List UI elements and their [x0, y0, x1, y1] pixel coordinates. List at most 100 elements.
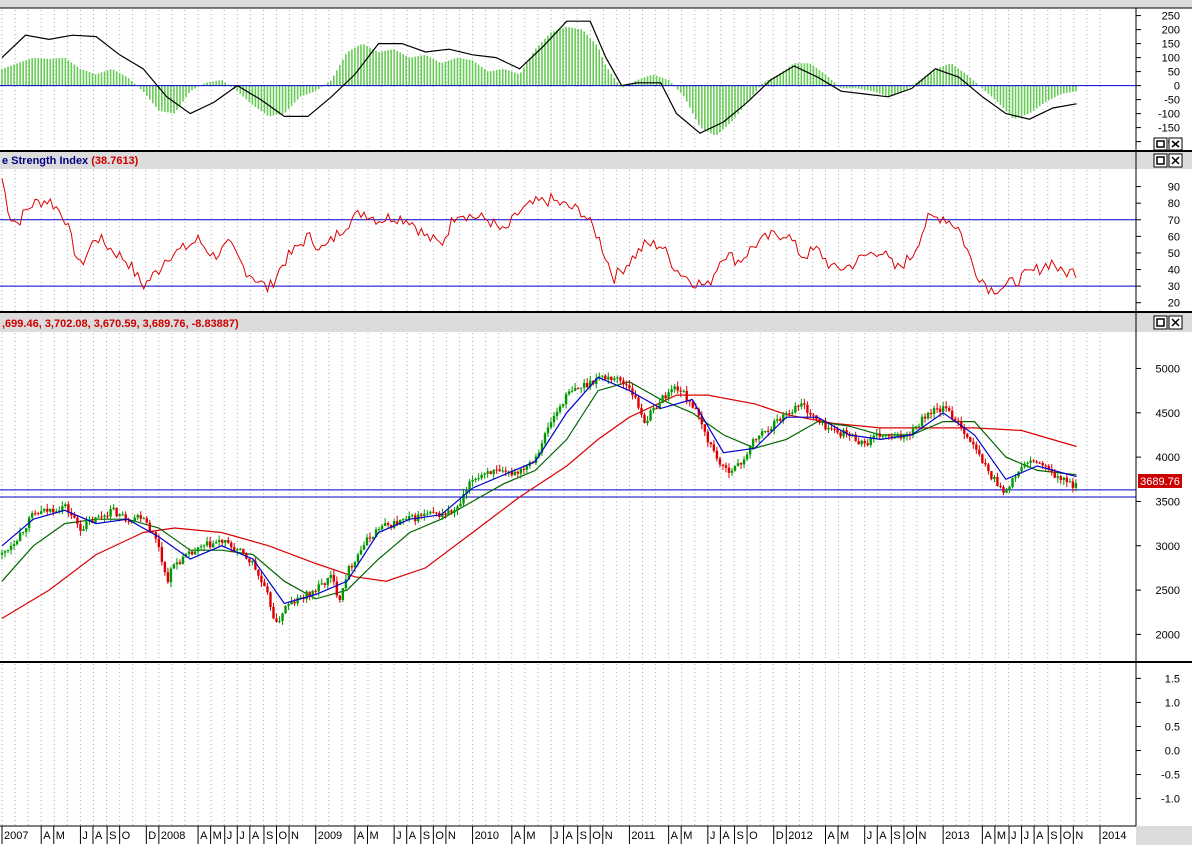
y-tick-label: 250: [1162, 11, 1180, 23]
candle-body: [926, 412, 930, 419]
candle-body: [821, 421, 824, 423]
candle-body: [809, 412, 812, 415]
candle-body: [757, 435, 761, 440]
candle-body: [471, 479, 474, 482]
candle-body: [694, 407, 697, 410]
candle-body: [999, 485, 1002, 488]
candle-body: [290, 601, 293, 605]
x-tick-label: S: [1050, 830, 1057, 842]
candle-body: [619, 377, 622, 381]
price-title: ,699.46, 3,702.08, 3,670.59, 3,689.76, -…: [2, 318, 239, 330]
y-tick-label: 50: [1168, 248, 1180, 260]
rsi-close-button[interactable]: [1168, 153, 1183, 168]
price-restore-button[interactable]: [1153, 315, 1168, 330]
candle-body: [682, 390, 685, 392]
candle-body: [329, 574, 332, 578]
x-tick-label: N: [605, 830, 613, 842]
candle-body: [766, 430, 770, 432]
candle-body: [426, 513, 429, 515]
price-y-axis: 5000 4500 4000 3500 3000 2500 2000: [1136, 363, 1180, 641]
candle-body: [567, 391, 571, 395]
price-panel: ,699.46, 3,702.08, 3,670.59, 3,689.76, -…: [0, 313, 1192, 661]
candle-body: [963, 427, 966, 434]
candle-body: [724, 465, 728, 468]
candle-body: [652, 407, 655, 411]
candle-body: [450, 510, 453, 513]
candle-body: [429, 511, 432, 514]
candle-body: [773, 420, 776, 429]
macd-close-button[interactable]: [1168, 137, 1183, 151]
candle-body: [1047, 465, 1050, 470]
candle-body: [947, 408, 951, 411]
candle-body: [447, 510, 450, 516]
candle-body: [169, 568, 173, 583]
candle-body: [136, 515, 139, 518]
x-tick-label: 2013: [945, 830, 969, 842]
restore-icon: [1156, 140, 1165, 148]
candle-body: [377, 529, 381, 531]
candle-body: [818, 419, 821, 423]
candle-body: [233, 547, 236, 551]
y-tick-label: 1.5: [1165, 673, 1180, 685]
candle-body: [917, 426, 921, 428]
candle-body: [688, 400, 691, 402]
candle-body: [902, 436, 906, 439]
candle-body: [260, 575, 263, 583]
candle-body: [55, 511, 58, 513]
candle-body: [972, 441, 975, 445]
candle-body: [860, 440, 863, 445]
rsi-reference-lines: [0, 219, 1136, 287]
candle-body: [432, 511, 435, 513]
candle-body: [483, 473, 486, 475]
candle-body: [326, 577, 329, 585]
candle-body: [293, 601, 296, 604]
candle-body: [371, 536, 375, 539]
candle-body: [61, 506, 64, 511]
candle-body: [266, 586, 269, 593]
y-tick-label: 150: [1162, 39, 1180, 51]
candle-body: [938, 408, 942, 412]
y-tick-label: 80: [1168, 198, 1180, 210]
candle-body: [812, 414, 815, 416]
y-tick-label: -1.0: [1161, 794, 1180, 806]
candle-body: [589, 380, 592, 388]
candle-body: [239, 548, 242, 550]
x-tick-label: M: [526, 830, 535, 842]
macd-restore-button[interactable]: [1153, 137, 1168, 151]
x-tick-label: J: [1024, 830, 1030, 842]
candle-body: [453, 510, 456, 513]
candle-body: [175, 562, 179, 565]
y-tick-label: 4500: [1156, 408, 1180, 420]
candle-body: [480, 474, 483, 479]
candle-body: [0, 552, 4, 555]
candle-body: [420, 514, 423, 516]
candle-body: [380, 526, 384, 530]
x-tick-label: A: [43, 830, 51, 842]
candle-body: [311, 590, 314, 596]
candle-body: [477, 478, 480, 480]
ma-short-line: [1, 376, 1077, 605]
candle-body: [507, 471, 510, 473]
candle-body: [1059, 476, 1062, 480]
candle-body: [58, 510, 61, 512]
rsi-y-axis: 90 80 70 60 50 40 30 20: [1136, 182, 1180, 310]
candle-body: [398, 519, 402, 525]
x-tick-label: S: [266, 830, 273, 842]
candle-body: [960, 421, 963, 428]
candle-body: [70, 512, 73, 516]
restore-icon: [1156, 318, 1165, 327]
rsi-restore-button[interactable]: [1153, 153, 1168, 168]
price-close-button[interactable]: [1168, 315, 1183, 330]
candle-body: [709, 442, 713, 445]
candle-body: [558, 406, 562, 412]
x-tick-label: J: [396, 830, 402, 842]
candle-body: [24, 528, 28, 533]
candle-body: [649, 410, 652, 421]
candle-body: [133, 517, 136, 522]
candle-body: [715, 450, 719, 459]
candle-body: [338, 595, 342, 601]
candle-body: [978, 449, 981, 455]
candle-body: [82, 529, 85, 531]
y-tick-label: -150: [1158, 123, 1180, 135]
